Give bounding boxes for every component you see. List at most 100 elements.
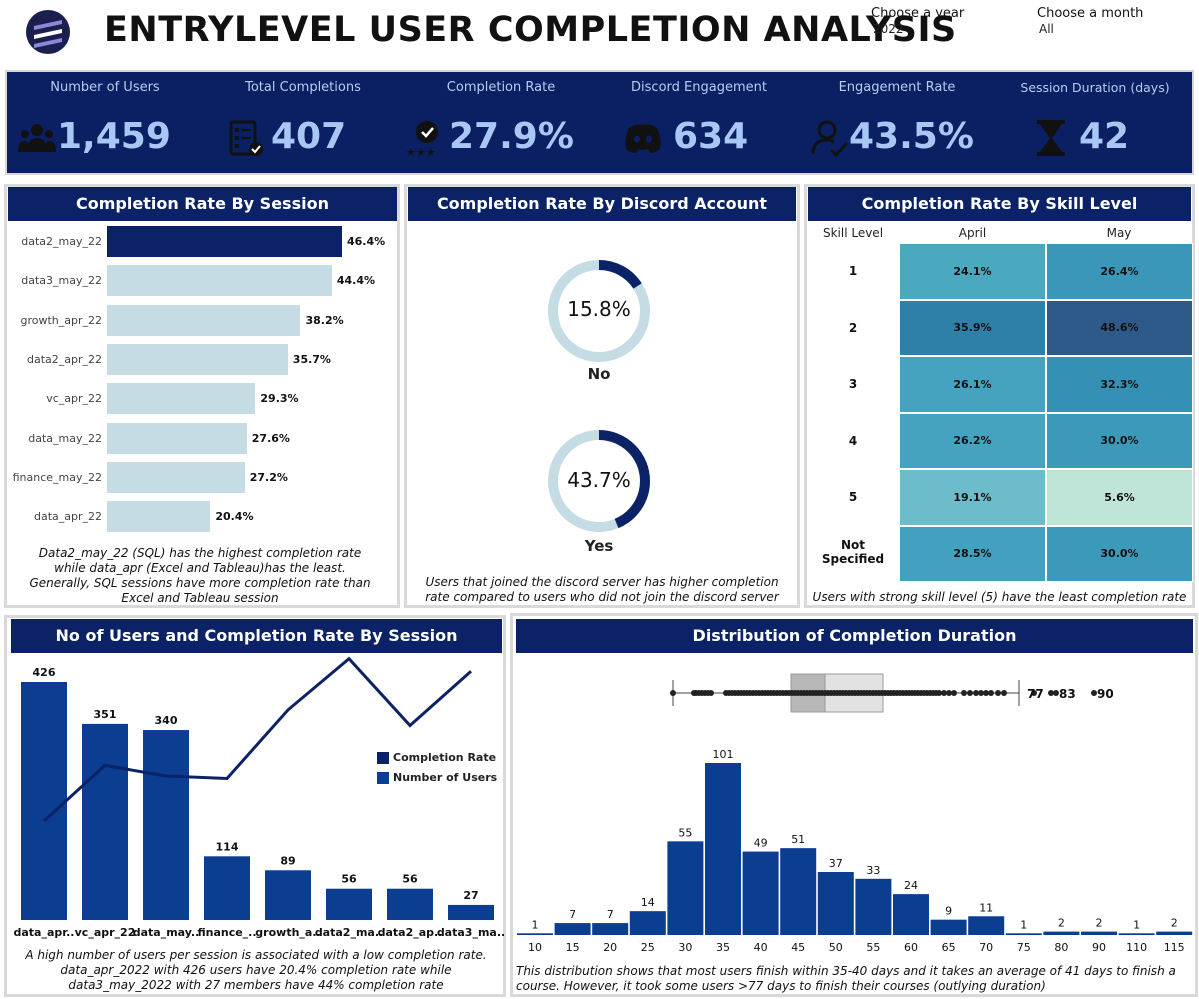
histogram-bin-label: 10 <box>528 941 542 954</box>
bar <box>107 422 247 454</box>
month-header-may: May <box>1106 226 1132 240</box>
histogram-value: 33 <box>866 864 880 877</box>
bar-value: 27.6% <box>251 431 290 445</box>
category-label: finance_.. <box>197 926 256 939</box>
category-label: data_apr.. <box>14 926 75 939</box>
outlier-point <box>1031 690 1037 696</box>
heatmap-cell: 26.1% <box>899 356 1046 413</box>
histogram-bar <box>517 933 553 935</box>
histogram-bin-label: 115 <box>1164 941 1185 954</box>
kpi-label: Discord Engagement <box>631 80 767 95</box>
users-bar <box>204 856 250 920</box>
kpi-value: 42 <box>1079 116 1130 157</box>
histogram-bar <box>1043 931 1080 935</box>
category-label: growth_a.. <box>255 926 320 939</box>
heatmap-cell: 30.0% <box>1046 412 1193 469</box>
histogram-bar <box>1156 931 1193 935</box>
bar-value: 29.3% <box>260 392 299 406</box>
kpi-label: Total Completions <box>245 80 361 95</box>
entrylevel-logo <box>24 8 72 56</box>
month-filter-select[interactable]: All <box>1039 22 1054 36</box>
page-title: ENTRYLEVEL USER COMPLETION ANALYSIS <box>104 10 957 50</box>
histogram-value: 49 <box>754 837 768 850</box>
user-check-icon <box>811 120 849 158</box>
users-bar <box>387 888 433 920</box>
session-rate-title: Completion Rate By Session <box>8 187 397 221</box>
discord-icon <box>625 124 661 153</box>
users-chart-caption: A high number of users per session is as… <box>25 948 487 992</box>
outlier-point <box>1091 690 1097 696</box>
year-filter-select[interactable]: 2022 <box>873 22 904 36</box>
bar-value: 46.4% <box>347 235 386 248</box>
histogram-bin-label: 40 <box>754 941 768 954</box>
kpi-session-duration: Session Duration (days) 42 <box>997 72 1193 172</box>
users-bar-value: 89 <box>280 854 295 867</box>
users-bar <box>448 904 494 920</box>
histogram-bin-label: 35 <box>716 941 730 954</box>
histogram-bar <box>629 911 666 935</box>
boxplot-point <box>973 690 979 696</box>
bar-label: data2_may_22 <box>21 235 102 248</box>
boxplot-point <box>1001 690 1007 696</box>
category-label: vc_apr_22 <box>75 926 136 939</box>
skill-title: Completion Rate By Skill Level <box>808 187 1191 221</box>
histogram-value: 1 <box>1133 918 1140 931</box>
histogram-bar <box>930 919 967 935</box>
users-bar <box>265 870 311 920</box>
histogram-value: 7 <box>607 908 614 921</box>
legend-swatch <box>377 772 389 784</box>
bar-label: growth_apr_22 <box>20 313 102 327</box>
bar-label: finance_may_22 <box>12 470 102 484</box>
kpi-label: Completion Rate <box>446 80 556 95</box>
histogram-bin-label: 25 <box>641 941 655 954</box>
outlier-label: 77 <box>1027 687 1044 701</box>
skill-level-label: 2 <box>848 320 858 335</box>
outlier-label: 90 <box>1097 687 1114 701</box>
legend-label: Completion Rate <box>393 751 497 764</box>
histogram-value: 37 <box>829 857 843 870</box>
month-header-april: April <box>958 226 987 240</box>
histogram-value: 2 <box>1171 917 1178 930</box>
kpi-discord: Discord Engagement 634 <box>601 72 797 172</box>
rating-badge-icon: ★★★ <box>406 121 438 158</box>
histogram-bin-label: 60 <box>904 941 918 954</box>
histogram-bin-label: 55 <box>866 941 880 954</box>
histogram-bin-label: 65 <box>942 941 956 954</box>
heatmap-cell: 28.5% <box>899 525 1046 582</box>
hourglass-icon <box>1037 120 1065 156</box>
kpi-value: 43.5% <box>849 116 974 157</box>
boxplot-point <box>708 690 714 696</box>
bar-value: 20.4% <box>215 510 254 524</box>
svg-text:★★★: ★★★ <box>406 146 436 158</box>
users-bar <box>21 682 67 920</box>
skill-level-label: 5 <box>848 490 858 504</box>
heatmap-cell: 19.1% <box>899 469 1046 526</box>
outlier-label: 83 <box>1059 687 1076 701</box>
histogram-bar <box>893 894 929 935</box>
histogram-bin-label: 75 <box>1017 941 1031 954</box>
kpi-value: 27.9% <box>449 116 574 157</box>
histogram-bar <box>855 878 892 935</box>
year-filter-label: Choose a year <box>871 6 965 21</box>
legend-swatch <box>377 752 389 764</box>
histogram-bin-label: 90 <box>1092 941 1106 954</box>
histogram-bar <box>667 841 704 935</box>
histogram-value: 14 <box>641 896 655 909</box>
histogram-bar <box>968 916 1005 935</box>
kpi-value: 634 <box>673 116 749 157</box>
month-filter-label: Choose a month <box>1037 6 1144 21</box>
completion-rate-line <box>42 656 472 823</box>
skill-level-label: Not Specified <box>821 537 885 566</box>
bar-value: 27.2% <box>249 470 288 484</box>
duration-title: Distribution of Completion Duration <box>516 619 1193 653</box>
kpi-engagement-rate: Engagement Rate 43.5% <box>799 72 995 172</box>
session-rate-caption: Data2_may_22 (SQL) has the highest compl… <box>29 546 371 605</box>
heatmap-cell: 24.1% <box>899 243 1046 300</box>
category-label: data2_ap.. <box>378 926 443 939</box>
histogram-value: 24 <box>904 879 918 892</box>
histogram-value: 55 <box>678 826 692 839</box>
histogram-value: 101 <box>713 748 734 761</box>
kpi-bar: Number of Users 1,459 Total Completions … <box>5 70 1194 175</box>
boxplot-point <box>941 690 947 696</box>
users-icon <box>18 124 56 152</box>
